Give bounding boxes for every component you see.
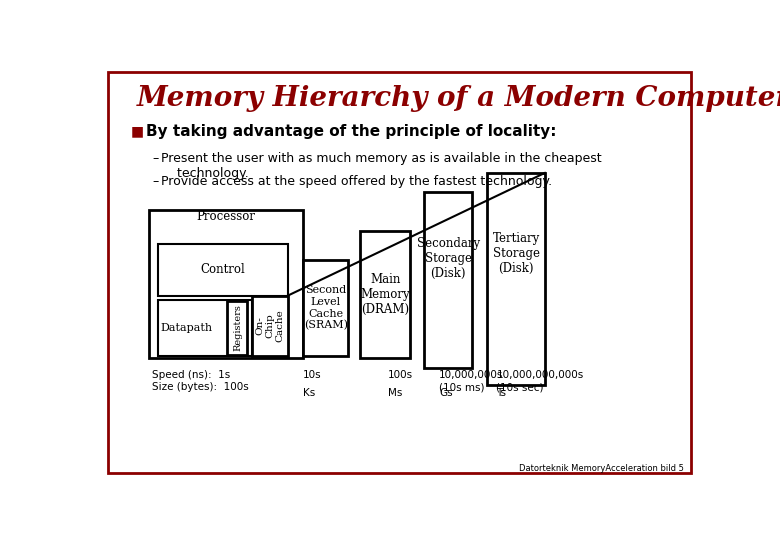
Bar xyxy=(303,260,349,356)
Bar xyxy=(158,244,288,295)
Bar xyxy=(228,301,247,355)
Text: 10s: 10s xyxy=(303,369,321,380)
Bar xyxy=(360,231,410,358)
Text: 100s: 100s xyxy=(388,369,413,380)
Text: (10s sec): (10s sec) xyxy=(497,382,544,392)
Text: 10,000,000,000s: 10,000,000,000s xyxy=(497,369,583,380)
Text: On-
Chip
Cache: On- Chip Cache xyxy=(255,309,285,342)
Text: Control: Control xyxy=(200,263,245,276)
Text: Speed (ns):  1s: Speed (ns): 1s xyxy=(152,369,230,380)
Text: Size (bytes):  100s: Size (bytes): 100s xyxy=(152,382,249,392)
Text: Memory Hierarchy of a Modern Computer: Memory Hierarchy of a Modern Computer xyxy=(136,85,780,112)
Text: Present the user with as much memory as is available in the cheapest
    technol: Present the user with as much memory as … xyxy=(161,152,601,180)
Text: By taking advantage of the principle of locality:: By taking advantage of the principle of … xyxy=(146,124,556,139)
Text: Main
Memory
(DRAM): Main Memory (DRAM) xyxy=(360,273,410,316)
Text: Secondary
Storage
(Disk): Secondary Storage (Disk) xyxy=(417,237,480,280)
Text: (10s ms): (10s ms) xyxy=(439,382,484,392)
Bar xyxy=(488,173,544,385)
Bar xyxy=(149,211,303,358)
Bar xyxy=(424,192,472,368)
Text: Ms: Ms xyxy=(388,388,402,399)
Text: Ts: Ts xyxy=(497,388,506,399)
Text: 10,000,000s: 10,000,000s xyxy=(439,369,503,380)
Text: –: – xyxy=(152,152,158,165)
Text: Second
Level
Cache
(SRAM): Second Level Cache (SRAM) xyxy=(303,286,348,330)
Text: Registers: Registers xyxy=(233,305,242,352)
Text: Gs: Gs xyxy=(439,388,452,399)
Text: ■: ■ xyxy=(131,124,144,138)
Text: Ks: Ks xyxy=(303,388,315,399)
Text: Provide access at the speed offered by the fastest technology.: Provide access at the speed offered by t… xyxy=(161,175,552,188)
Text: Datapath: Datapath xyxy=(160,323,212,333)
Bar xyxy=(252,295,288,356)
Text: Tertiary
Storage
(Disk): Tertiary Storage (Disk) xyxy=(492,232,540,275)
Text: Processor: Processor xyxy=(197,210,256,222)
Bar xyxy=(158,300,252,356)
Text: Datorteknik MemoryAcceleration bild 5: Datorteknik MemoryAcceleration bild 5 xyxy=(519,464,684,472)
Text: –: – xyxy=(152,175,158,188)
